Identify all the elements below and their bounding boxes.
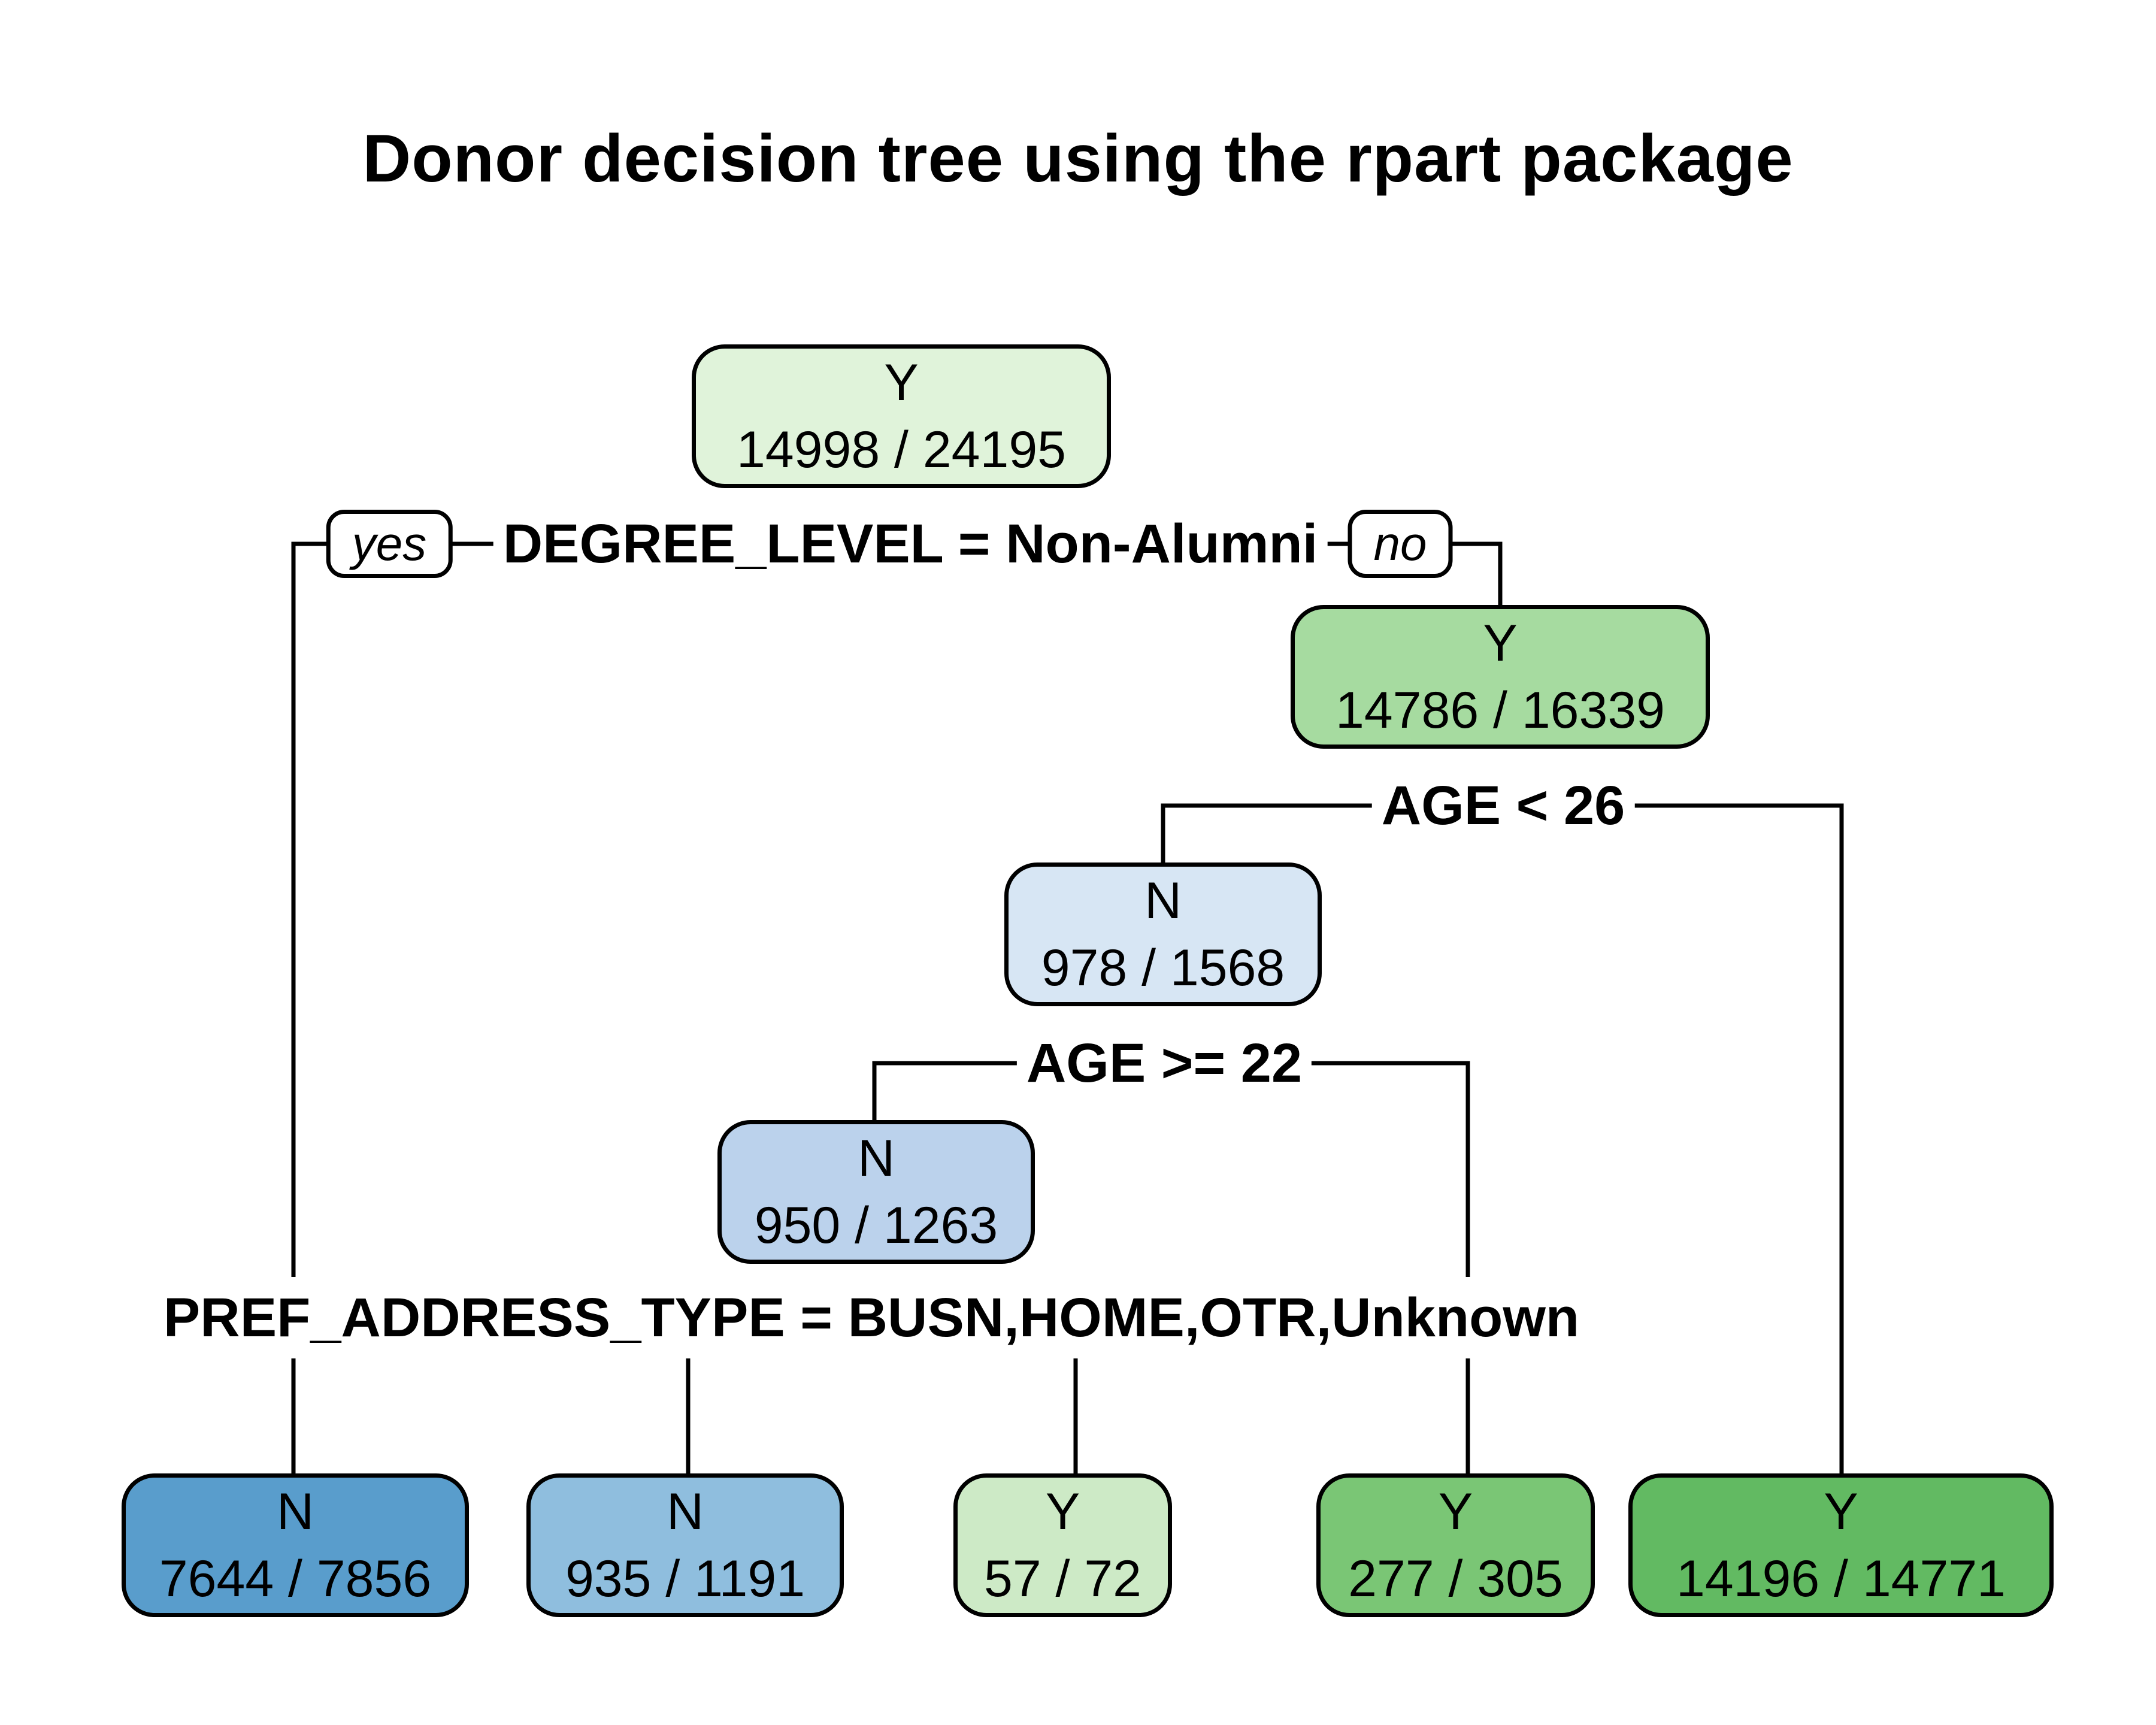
node-class-label: Y bbox=[1483, 615, 1518, 672]
node-count: 950 / 1263 bbox=[754, 1197, 998, 1254]
split-condition-pref-address-type: PREF_ADDRESS_TYPE = BUSN,HOME,OTR,Unknow… bbox=[153, 1277, 1589, 1358]
node-count: 14786 / 16339 bbox=[1336, 682, 1665, 739]
leaf-node-3: Y 57 / 72 bbox=[953, 1473, 1172, 1617]
node-count: 935 / 1191 bbox=[565, 1550, 806, 1608]
node-count: 14998 / 24195 bbox=[737, 421, 1066, 479]
yes-branch-badge: yes bbox=[326, 510, 453, 578]
node-class-label: N bbox=[276, 1483, 314, 1541]
no-branch-badge: no bbox=[1348, 510, 1453, 578]
split-condition-age-ge-22: AGE >= 22 bbox=[1016, 1022, 1312, 1104]
node-count: 277 / 305 bbox=[1348, 1550, 1563, 1608]
tree-node-alumni: Y 14786 / 16339 bbox=[1291, 605, 1710, 749]
split-condition-degree-level: DEGREE_LEVEL = Non-Alumni bbox=[493, 503, 1328, 585]
node-class-label: N bbox=[1144, 872, 1182, 930]
tree-node-age-lt-26: N 978 / 1568 bbox=[1004, 862, 1322, 1006]
plot-title: Donor decision tree using the rpart pack… bbox=[362, 121, 1794, 196]
tree-node-age-ge-22: N 950 / 1263 bbox=[717, 1120, 1035, 1264]
node-class-label: Y bbox=[1045, 1483, 1080, 1541]
node-count: 57 / 72 bbox=[984, 1550, 1141, 1608]
split-condition-age-lt-26: AGE < 26 bbox=[1371, 765, 1635, 846]
node-class-label: N bbox=[857, 1130, 895, 1187]
node-count: 978 / 1568 bbox=[1041, 939, 1285, 997]
leaf-node-1: N 7644 / 7856 bbox=[122, 1473, 469, 1617]
leaf-node-4: Y 277 / 305 bbox=[1316, 1473, 1595, 1617]
node-class-label: Y bbox=[1824, 1483, 1858, 1541]
node-class-label: N bbox=[666, 1483, 704, 1541]
node-class-label: Y bbox=[884, 354, 919, 411]
node-count: 14196 / 14771 bbox=[1676, 1550, 2006, 1608]
tree-node-root: Y 14998 / 24195 bbox=[692, 344, 1111, 488]
node-class-label: Y bbox=[1438, 1483, 1473, 1541]
leaf-node-2: N 935 / 1191 bbox=[526, 1473, 844, 1617]
node-count: 7644 / 7856 bbox=[159, 1550, 432, 1608]
leaf-node-5: Y 14196 / 14771 bbox=[1628, 1473, 2054, 1617]
